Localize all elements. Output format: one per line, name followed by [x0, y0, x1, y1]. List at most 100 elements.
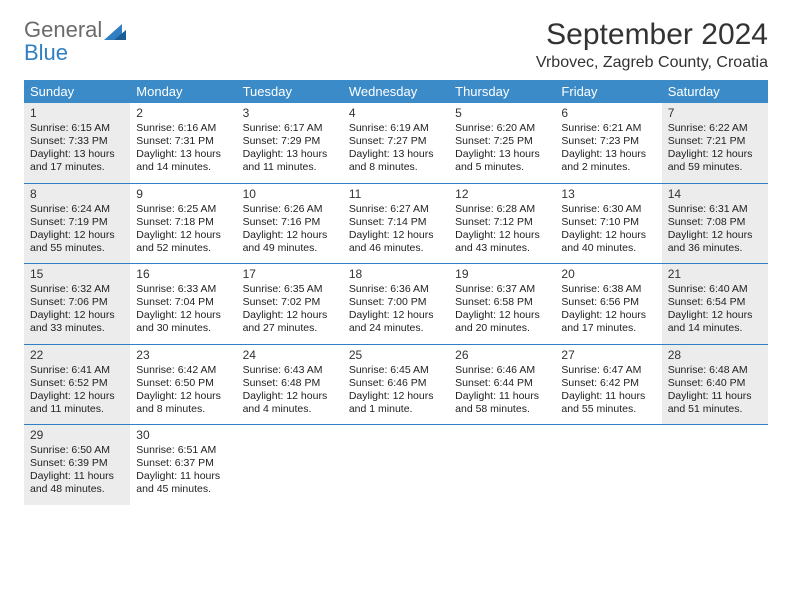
- day-cell: 8Sunrise: 6:24 AMSunset: 7:19 PMDaylight…: [24, 184, 130, 264]
- day-daylight1: Daylight: 12 hours: [30, 309, 124, 322]
- day-sunset: Sunset: 7:02 PM: [243, 296, 337, 309]
- day-cell: 10Sunrise: 6:26 AMSunset: 7:16 PMDayligh…: [237, 184, 343, 264]
- day-daylight1: Daylight: 13 hours: [455, 148, 549, 161]
- day-daylight2: and 59 minutes.: [668, 161, 762, 174]
- day-daylight1: Daylight: 12 hours: [243, 390, 337, 403]
- weekday-header: Friday: [555, 80, 661, 103]
- day-cell: 22Sunrise: 6:41 AMSunset: 6:52 PMDayligh…: [24, 345, 130, 425]
- day-sunset: Sunset: 7:27 PM: [349, 135, 443, 148]
- day-cell: 24Sunrise: 6:43 AMSunset: 6:48 PMDayligh…: [237, 345, 343, 425]
- day-cell: 3Sunrise: 6:17 AMSunset: 7:29 PMDaylight…: [237, 103, 343, 183]
- day-sunrise: Sunrise: 6:37 AM: [455, 283, 549, 296]
- day-number: 28: [668, 348, 762, 362]
- day-number: 23: [136, 348, 230, 362]
- day-daylight2: and 43 minutes.: [455, 242, 549, 255]
- day-cell: 1Sunrise: 6:15 AMSunset: 7:33 PMDaylight…: [24, 103, 130, 183]
- day-sunset: Sunset: 6:50 PM: [136, 377, 230, 390]
- day-cell: 15Sunrise: 6:32 AMSunset: 7:06 PMDayligh…: [24, 264, 130, 344]
- day-daylight2: and 36 minutes.: [668, 242, 762, 255]
- day-sunrise: Sunrise: 6:28 AM: [455, 203, 549, 216]
- day-cell: [343, 425, 449, 505]
- day-cell: 11Sunrise: 6:27 AMSunset: 7:14 PMDayligh…: [343, 184, 449, 264]
- day-sunrise: Sunrise: 6:45 AM: [349, 364, 443, 377]
- day-daylight1: Daylight: 12 hours: [349, 390, 443, 403]
- day-daylight1: Daylight: 12 hours: [349, 309, 443, 322]
- title-block: September 2024 Vrbovec, Zagreb County, C…: [536, 18, 768, 72]
- day-cell: 30Sunrise: 6:51 AMSunset: 6:37 PMDayligh…: [130, 425, 236, 505]
- logo-line2: Blue: [24, 40, 68, 65]
- day-daylight2: and 11 minutes.: [30, 403, 124, 416]
- day-daylight1: Daylight: 13 hours: [136, 148, 230, 161]
- day-sunset: Sunset: 6:42 PM: [561, 377, 655, 390]
- day-daylight2: and 51 minutes.: [668, 403, 762, 416]
- weekday-header: Saturday: [662, 80, 768, 103]
- day-daylight2: and 20 minutes.: [455, 322, 549, 335]
- day-daylight2: and 49 minutes.: [243, 242, 337, 255]
- day-daylight2: and 5 minutes.: [455, 161, 549, 174]
- day-sunset: Sunset: 7:25 PM: [455, 135, 549, 148]
- day-daylight2: and 27 minutes.: [243, 322, 337, 335]
- day-sunset: Sunset: 7:14 PM: [349, 216, 443, 229]
- day-number: 25: [349, 348, 443, 362]
- day-number: 4: [349, 106, 443, 120]
- day-number: 13: [561, 187, 655, 201]
- day-daylight1: Daylight: 12 hours: [243, 229, 337, 242]
- day-sunrise: Sunrise: 6:48 AM: [668, 364, 762, 377]
- day-daylight2: and 17 minutes.: [30, 161, 124, 174]
- calendar: SundayMondayTuesdayWednesdayThursdayFrid…: [24, 80, 768, 505]
- day-cell: 27Sunrise: 6:47 AMSunset: 6:42 PMDayligh…: [555, 345, 661, 425]
- weekday-header: Tuesday: [237, 80, 343, 103]
- day-cell: 6Sunrise: 6:21 AMSunset: 7:23 PMDaylight…: [555, 103, 661, 183]
- day-sunset: Sunset: 7:23 PM: [561, 135, 655, 148]
- day-daylight2: and 48 minutes.: [30, 483, 124, 496]
- day-daylight1: Daylight: 12 hours: [668, 229, 762, 242]
- day-number: 21: [668, 267, 762, 281]
- month-title: September 2024: [536, 18, 768, 52]
- day-sunset: Sunset: 7:00 PM: [349, 296, 443, 309]
- day-daylight1: Daylight: 12 hours: [30, 390, 124, 403]
- day-sunset: Sunset: 7:04 PM: [136, 296, 230, 309]
- day-cell: 4Sunrise: 6:19 AMSunset: 7:27 PMDaylight…: [343, 103, 449, 183]
- day-cell: 19 Sunrise: 6:37 AMSunset: 6:58 PMDayligh…: [449, 264, 555, 344]
- day-cell: 25Sunrise: 6:45 AMSunset: 6:46 PMDayligh…: [343, 345, 449, 425]
- day-number: 12: [455, 187, 549, 201]
- day-daylight2: and 14 minutes.: [668, 322, 762, 335]
- day-sunrise: Sunrise: 6:15 AM: [30, 122, 124, 135]
- day-sunset: Sunset: 6:58 PM: [455, 296, 549, 309]
- day-daylight2: and 17 minutes.: [561, 322, 655, 335]
- day-daylight2: and 24 minutes.: [349, 322, 443, 335]
- day-cell: 28Sunrise: 6:48 AMSunset: 6:40 PMDayligh…: [662, 345, 768, 425]
- day-cell: [237, 425, 343, 505]
- day-sunrise: Sunrise: 6:50 AM: [30, 444, 124, 457]
- day-number: 17: [243, 267, 337, 281]
- day-number: 19: [455, 267, 549, 281]
- day-sunrise: Sunrise: 6:20 AM: [455, 122, 549, 135]
- day-number: 18: [349, 267, 443, 281]
- day-cell: 29Sunrise: 6:50 AMSunset: 6:39 PMDayligh…: [24, 425, 130, 505]
- day-daylight1: Daylight: 12 hours: [243, 309, 337, 322]
- day-daylight2: and 14 minutes.: [136, 161, 230, 174]
- day-sunrise: Sunrise: 6:21 AM: [561, 122, 655, 135]
- day-daylight1: Daylight: 12 hours: [455, 309, 549, 322]
- day-sunset: Sunset: 7:21 PM: [668, 135, 762, 148]
- day-daylight2: and 45 minutes.: [136, 483, 230, 496]
- day-daylight2: and 11 minutes.: [243, 161, 337, 174]
- day-daylight1: Daylight: 11 hours: [30, 470, 124, 483]
- day-sunrise: Sunrise: 6:24 AM: [30, 203, 124, 216]
- day-daylight1: Daylight: 13 hours: [561, 148, 655, 161]
- day-cell: 13Sunrise: 6:30 AMSunset: 7:10 PMDayligh…: [555, 184, 661, 264]
- day-sunset: Sunset: 7:18 PM: [136, 216, 230, 229]
- day-daylight2: and 30 minutes.: [136, 322, 230, 335]
- day-sunrise: Sunrise: 6:22 AM: [668, 122, 762, 135]
- weekday-header: Wednesday: [343, 80, 449, 103]
- day-number: 29: [30, 428, 124, 442]
- day-cell: 5Sunrise: 6:20 AMSunset: 7:25 PMDaylight…: [449, 103, 555, 183]
- week-row: 8Sunrise: 6:24 AMSunset: 7:19 PMDaylight…: [24, 183, 768, 264]
- week-row: 15Sunrise: 6:32 AMSunset: 7:06 PMDayligh…: [24, 263, 768, 344]
- day-daylight2: and 46 minutes.: [349, 242, 443, 255]
- day-daylight1: Daylight: 12 hours: [136, 309, 230, 322]
- day-cell: 23Sunrise: 6:42 AMSunset: 6:50 PMDayligh…: [130, 345, 236, 425]
- day-daylight1: Daylight: 12 hours: [349, 229, 443, 242]
- day-number: 11: [349, 187, 443, 201]
- day-sunset: Sunset: 6:40 PM: [668, 377, 762, 390]
